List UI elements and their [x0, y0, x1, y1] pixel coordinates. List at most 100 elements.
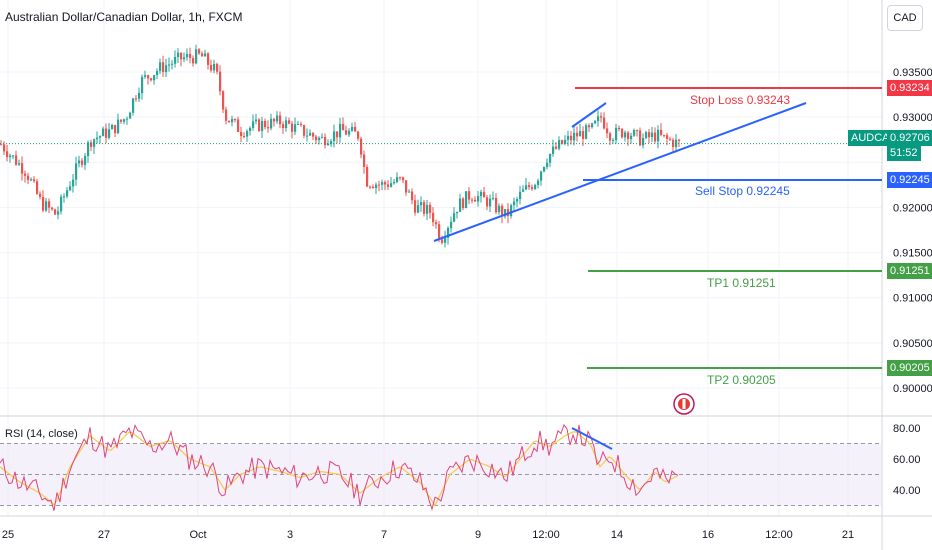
candle-body	[489, 198, 492, 207]
candle-body	[297, 124, 300, 126]
candle-body	[21, 163, 24, 174]
candle-body	[573, 132, 576, 141]
candle-body	[96, 137, 99, 140]
candle-body	[171, 63, 174, 65]
price-axis-label: 0.90500	[893, 338, 932, 350]
candle-body	[396, 177, 399, 182]
candle-body	[405, 180, 408, 193]
candle-body	[105, 128, 108, 138]
candle-body	[291, 123, 294, 132]
candle-body	[417, 205, 420, 213]
candle-body	[453, 213, 456, 222]
tp1-price-tag: 0.91251	[887, 263, 932, 279]
rsi-line	[0, 423, 679, 511]
ascending-trendline	[433, 102, 807, 242]
candle-body	[522, 189, 525, 192]
candle-body	[678, 139, 681, 141]
candle-body	[552, 146, 555, 155]
current-price-tag: 0.92706	[887, 130, 932, 146]
candle-body	[75, 163, 78, 180]
candle-body	[42, 196, 45, 211]
candle-body	[345, 130, 348, 135]
candle-body	[411, 191, 414, 201]
candle-body	[642, 137, 645, 146]
candle-body	[309, 133, 312, 136]
candle-body	[348, 130, 351, 135]
candle-body	[330, 141, 333, 144]
candle-body	[426, 204, 429, 214]
candle-body	[180, 52, 183, 60]
candle-body	[462, 198, 465, 209]
sell-stop-price-tag: 0.92245	[887, 172, 932, 188]
candle-body	[186, 54, 189, 58]
price-axis-label: 0.91500	[893, 248, 932, 260]
candle-body	[39, 193, 42, 197]
candle-body	[516, 199, 519, 202]
candle-body	[513, 201, 516, 206]
candle-body	[318, 137, 321, 141]
candle-body	[72, 179, 75, 187]
candle-body	[9, 155, 12, 158]
candle-body	[423, 202, 426, 214]
candle-body	[225, 109, 228, 121]
candle-body	[627, 132, 630, 140]
candle-body	[333, 131, 336, 142]
candle-body	[57, 211, 60, 215]
candle-body	[621, 128, 624, 138]
rsi-axis-label: 80.00	[893, 423, 921, 435]
candle-body	[207, 53, 210, 65]
candle-body	[564, 139, 567, 144]
candle-body	[570, 135, 573, 141]
candle-body	[90, 142, 93, 147]
candle-body	[477, 196, 480, 202]
candle-body	[357, 131, 360, 139]
candle-body	[363, 154, 366, 167]
candle-body	[12, 155, 15, 157]
price-axis-label: 0.92000	[893, 202, 932, 214]
candle-body	[597, 116, 600, 121]
candle-body	[465, 191, 468, 209]
candle-body	[606, 128, 609, 134]
rsi-ma-line	[0, 431, 679, 507]
candle-body	[588, 125, 591, 128]
candle-body	[459, 198, 462, 212]
rsi-axis-label: 60.00	[893, 454, 921, 466]
time-axis-label: 21	[842, 529, 854, 541]
candle-body	[243, 136, 246, 138]
candle-body	[60, 196, 63, 212]
candle-body	[657, 129, 660, 142]
candle-body	[384, 182, 387, 185]
candle-body	[441, 239, 444, 243]
candle-body	[63, 196, 66, 198]
candle-body	[306, 135, 309, 137]
candle-body	[6, 151, 9, 158]
candle-body	[117, 119, 120, 134]
candle-body	[666, 135, 669, 139]
candle-body	[123, 119, 126, 122]
time-axis-label: 7	[381, 529, 387, 541]
candle-body	[201, 53, 204, 57]
candle-body	[27, 175, 30, 181]
candle-body	[336, 131, 339, 138]
candle-body	[120, 119, 123, 122]
candle-body	[285, 120, 288, 128]
candle-body	[138, 92, 141, 99]
candle-body	[660, 129, 663, 135]
candle-body	[213, 63, 216, 71]
candle-body	[237, 119, 240, 132]
currency-button[interactable]: CAD	[887, 5, 923, 31]
candle-body	[258, 119, 261, 131]
candle-body	[387, 184, 390, 187]
candle-body	[108, 129, 111, 138]
symbol-title: Australian Dollar/Canadian Dollar, 1h, F…	[5, 10, 243, 24]
time-axis-label: 12:00	[765, 529, 793, 541]
candle-body	[534, 184, 537, 190]
candle-body	[342, 123, 345, 131]
candle-body	[111, 125, 114, 130]
candle-body	[567, 135, 570, 140]
candle-body	[486, 197, 489, 207]
candle-body	[456, 211, 459, 214]
time-axis-label: 3	[287, 529, 293, 541]
candle-body	[429, 204, 432, 213]
